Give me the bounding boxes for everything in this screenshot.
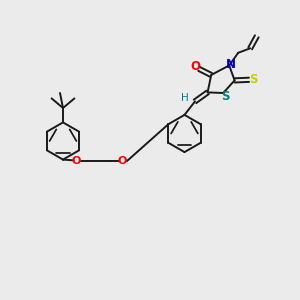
Text: O: O bbox=[190, 59, 201, 73]
Text: N: N bbox=[226, 58, 236, 71]
Text: O: O bbox=[118, 156, 127, 166]
Text: S: S bbox=[221, 90, 229, 104]
Text: H: H bbox=[181, 93, 188, 103]
Text: O: O bbox=[72, 156, 81, 166]
Text: S: S bbox=[249, 73, 257, 86]
